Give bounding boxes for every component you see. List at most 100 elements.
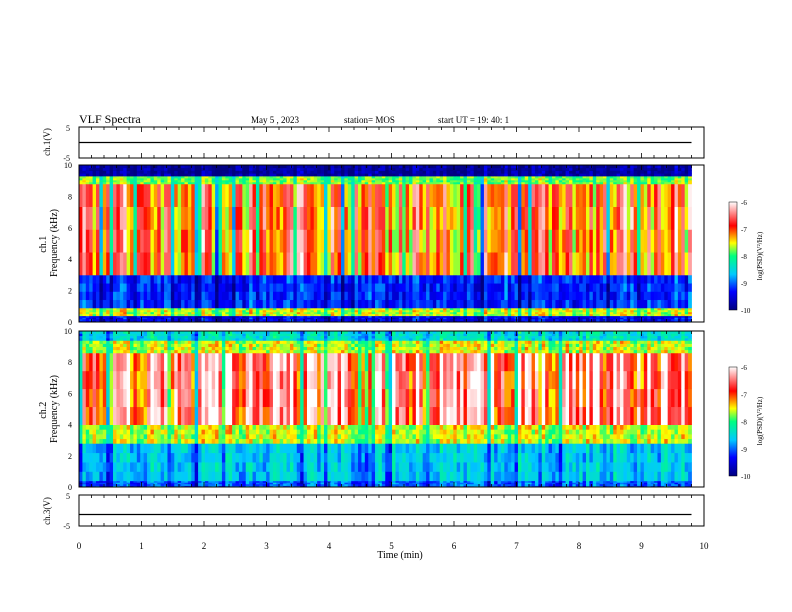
spectrogram-cell bbox=[449, 318, 454, 321]
spectrogram-cell bbox=[511, 167, 515, 171]
spectrogram-cell bbox=[531, 181, 536, 185]
spectrogram-cell bbox=[558, 167, 563, 171]
spectrogram-cell bbox=[674, 318, 679, 321]
spectrogram-cell bbox=[545, 274, 549, 284]
spectrogram-cell bbox=[198, 252, 202, 276]
spectrogram-cell bbox=[562, 309, 566, 313]
spectrogram-cell bbox=[317, 177, 321, 181]
spectrogram-cell bbox=[113, 299, 117, 309]
spectrogram-cell bbox=[497, 318, 502, 321]
spectrogram-cell bbox=[310, 311, 315, 315]
spectrogram-cell bbox=[630, 274, 635, 284]
spectrogram-cell bbox=[313, 177, 318, 181]
spectrogram-cell bbox=[351, 317, 356, 320]
spectrogram-cell bbox=[541, 291, 546, 301]
spectrogram-cell bbox=[286, 173, 291, 177]
spectrogram-cell bbox=[405, 229, 410, 253]
spectrogram-cell bbox=[398, 170, 403, 174]
spectrogram-cell bbox=[368, 313, 373, 317]
spectrogram-cell bbox=[85, 252, 90, 276]
spectrogram-cell bbox=[385, 299, 390, 309]
spectrogram-cell bbox=[572, 175, 577, 179]
spectrogram-cell bbox=[300, 183, 304, 208]
spectrogram-cell bbox=[204, 291, 209, 301]
spectrogram-cell bbox=[208, 283, 213, 292]
spectrogram-cell bbox=[558, 177, 563, 181]
spectrogram-cell bbox=[130, 179, 134, 183]
spectrogram-cell bbox=[143, 173, 148, 177]
spectrogram-cell bbox=[504, 170, 509, 174]
spectrogram-cell bbox=[116, 318, 121, 321]
spectrogram-cell bbox=[123, 438, 128, 444]
spectrogram-cell bbox=[259, 177, 264, 181]
spectrogram-cell bbox=[113, 331, 117, 334]
spectrogram-cell bbox=[637, 311, 641, 315]
spectrogram-cell bbox=[303, 317, 308, 320]
spectrogram-cell bbox=[259, 309, 264, 313]
spectrogram-cell bbox=[133, 165, 138, 169]
spectrogram-cell bbox=[460, 283, 464, 292]
spectrogram-cell bbox=[232, 179, 236, 183]
spectrogram-cell bbox=[113, 340, 117, 344]
spectrogram-cell bbox=[238, 318, 243, 321]
spectrogram-cell bbox=[599, 229, 604, 253]
spectrogram-cell bbox=[582, 291, 587, 301]
spectrogram-cell bbox=[456, 167, 461, 171]
spectrogram-cell bbox=[136, 299, 141, 309]
spectrogram-cell bbox=[164, 252, 168, 276]
spectrogram-cell bbox=[102, 299, 107, 309]
spectrogram-cell bbox=[565, 317, 570, 320]
spectrogram-cell bbox=[606, 291, 611, 301]
spectrogram-cell bbox=[483, 183, 488, 208]
spectrogram-cell bbox=[79, 179, 83, 183]
spectrogram-cell bbox=[167, 318, 172, 321]
spectrogram-cell bbox=[626, 177, 631, 181]
spectrogram-cell bbox=[643, 206, 648, 230]
spectrogram-cell bbox=[153, 311, 158, 315]
spectrogram-cell bbox=[79, 462, 83, 472]
spectrogram-cell bbox=[677, 167, 682, 171]
spectrogram-cell bbox=[548, 170, 553, 174]
spectrogram-cell bbox=[106, 482, 111, 485]
spectrogram-cell bbox=[347, 229, 352, 253]
spectrogram-cell bbox=[677, 179, 682, 183]
spectrogram-cell bbox=[466, 183, 471, 208]
spectrogram-cell bbox=[398, 252, 403, 276]
spectrogram-cell bbox=[671, 175, 675, 179]
spectrogram-cell bbox=[293, 252, 298, 276]
spectrogram-cell bbox=[415, 173, 420, 177]
spectrogram-cell bbox=[198, 313, 202, 317]
spectrogram-cell bbox=[119, 309, 124, 313]
spectrogram-cell bbox=[504, 318, 509, 321]
spectrogram-cell bbox=[378, 299, 383, 309]
spectrogram-cell bbox=[194, 179, 199, 183]
spectrogram-cell bbox=[681, 283, 686, 292]
spectrogram-cell bbox=[123, 179, 128, 183]
spectrogram-cell bbox=[116, 283, 121, 292]
spectrogram-cell bbox=[259, 317, 264, 320]
spectrogram-cell bbox=[616, 311, 621, 315]
spectrogram-cell bbox=[102, 317, 107, 320]
spectrogram-cell bbox=[375, 183, 379, 208]
spectrogram-cell bbox=[153, 170, 158, 174]
spectrogram-cell bbox=[371, 283, 376, 292]
spectrogram-cell bbox=[150, 229, 155, 253]
spectrogram-cell bbox=[398, 177, 403, 181]
spectrogram-cell bbox=[375, 320, 379, 323]
spectrogram-cell bbox=[130, 331, 134, 334]
spectrogram-cell bbox=[279, 173, 284, 177]
spectrogram-cell bbox=[102, 452, 107, 463]
spectrogram-cell bbox=[164, 170, 168, 174]
spectrogram-cell bbox=[688, 179, 692, 183]
spectrogram-cell bbox=[286, 309, 291, 313]
spectrogram-cell bbox=[640, 175, 645, 179]
spectrogram-cell bbox=[531, 318, 536, 321]
spectrogram-cell bbox=[272, 311, 277, 315]
spectrogram-cell bbox=[358, 173, 362, 177]
spectrogram-cell bbox=[92, 338, 97, 341]
spectrogram-cell bbox=[381, 274, 386, 284]
spectrogram-cell bbox=[463, 183, 468, 208]
spectrogram-cell bbox=[412, 309, 417, 313]
spectrogram-cell bbox=[344, 291, 349, 301]
spectrogram-cell bbox=[157, 309, 162, 313]
